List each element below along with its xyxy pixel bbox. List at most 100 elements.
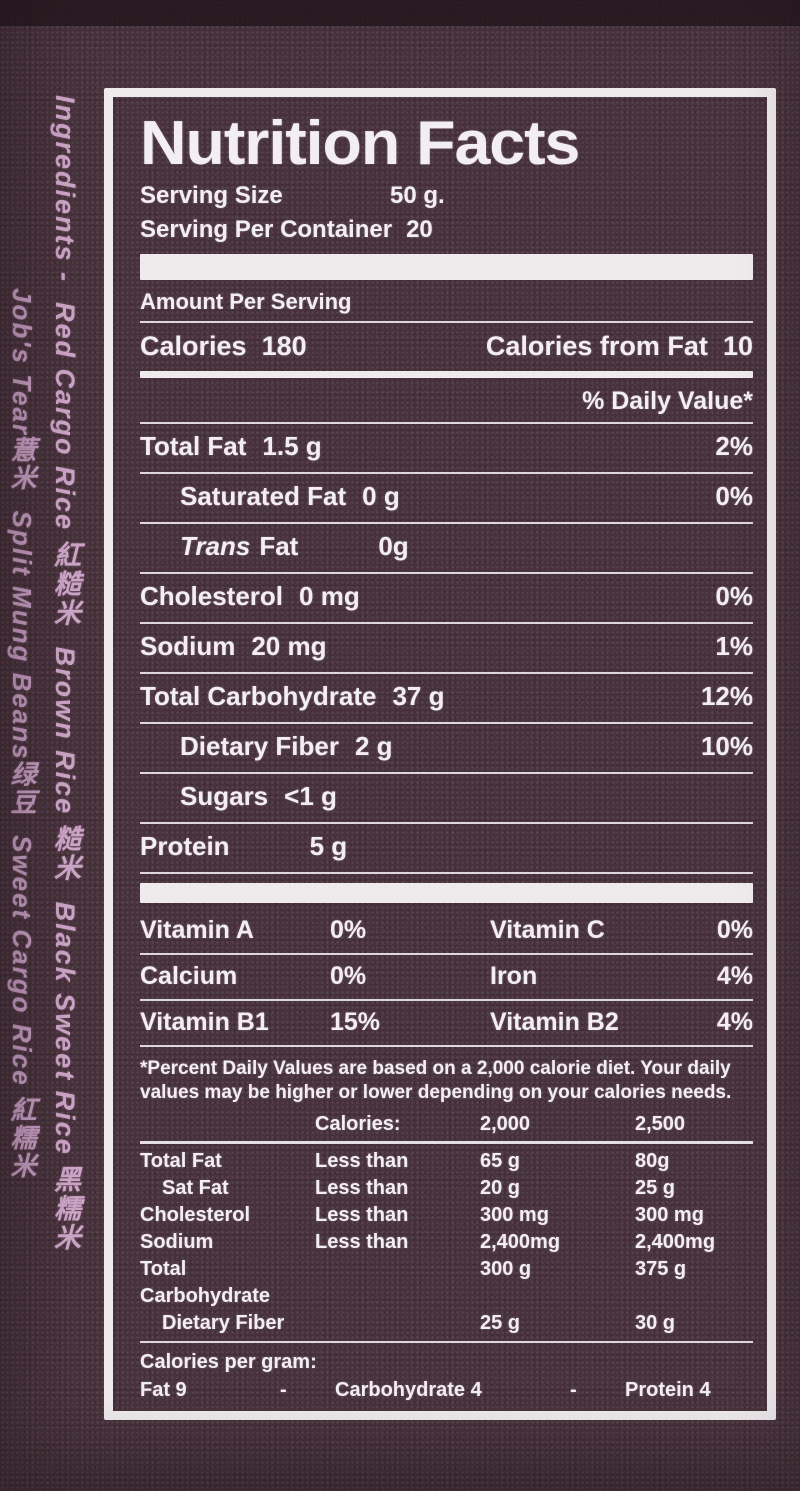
vitamin-right-label: Vitamin C [490, 916, 605, 944]
nutrient-amount: 0 g [362, 481, 400, 511]
nutrient-row-dietary-fiber: Dietary Fiber 2 g 10% [140, 724, 753, 774]
nutrient-daily-value: 0% [715, 581, 753, 611]
nutrient-daily-value: 12% [700, 681, 753, 711]
calories-from-fat-value: 10 [722, 331, 753, 361]
nutrition-facts-label: Nutrition Facts Serving Size 50 g. Servi… [104, 88, 776, 1420]
dv-row-value-2000: 300 mg [480, 1204, 549, 1226]
dv-row-qualifier: Less than [315, 1177, 409, 1199]
dv-table-row-cholesterol: Cholesterol Less than 300 mg 300 mg [140, 1202, 753, 1229]
calories-row: Calories 180 Calories from Fat 10 [140, 323, 753, 371]
dv-table-row-sat-fat: Sat Fat Less than 20 g 25 g [140, 1175, 753, 1202]
nutrient-label: Total Fat [140, 424, 246, 469]
vitamin-left-value: 15% [330, 1008, 381, 1036]
dv-table-row-total-fat: Total Fat Less than 65 g 80g [140, 1148, 753, 1175]
dv-row-qualifier: Less than [315, 1150, 409, 1172]
nutrient-amount: 5 g [309, 831, 348, 861]
nutrient-daily-value: 10% [700, 731, 753, 761]
dv-row-qualifier [315, 1310, 480, 1337]
calories-from-fat: Calories from Fat 10 [486, 323, 753, 369]
dv-row-qualifier: Less than [315, 1204, 409, 1226]
dv-table-bottom-rule [140, 1341, 753, 1343]
nutrient-daily-value: 2% [715, 431, 753, 461]
nutrient-label-text: Total Fat [140, 431, 247, 461]
dv-row-label: Dietary Fiber [162, 1312, 285, 1334]
vitamin-right-label: Vitamin B2 [490, 1008, 619, 1036]
dv-row-label: Total Fat [140, 1150, 222, 1172]
dv-row-value-2000: 20 g [480, 1177, 521, 1199]
vitamin-left-label: Calcium [140, 962, 238, 990]
amount-per-serving-heading: Amount Per Serving [140, 285, 753, 323]
nutrient-row-saturated-fat: Saturated Fat 0 g 0% [140, 474, 753, 524]
nutrient-label: Protein [140, 824, 230, 869]
label-content: Nutrition Facts Serving Size 50 g. Servi… [113, 97, 767, 1411]
dv-table-row-dietary-fiber: Dietary Fiber 25 g 30 g [140, 1310, 753, 1337]
nutrient-amount: 0 mg [299, 581, 360, 611]
vitamin-left-label: Vitamin B1 [140, 1008, 269, 1036]
calories-label: Calories [140, 331, 247, 361]
dv-table-header: Calories: 2,000 2,500 [140, 1109, 753, 1139]
dv-row-value-2500: 2,400mg [635, 1231, 716, 1253]
dv-row-label: Total Carbohydrate [140, 1258, 271, 1307]
dv-table-col-2000: 2,000 [480, 1113, 531, 1135]
nutrient-label: Dietary Fiber [180, 724, 339, 769]
vitamin-right-label: Iron [490, 962, 538, 990]
nutrient-row-total-fat: Total Fat 1.5 g 2% [140, 424, 753, 474]
vitamin-row-calcium-iron: Calcium 0% Iron 4% [140, 955, 753, 1001]
nutrient-label-text: Total Carbohydrate [140, 681, 377, 711]
serving-size-label: Serving Size [140, 182, 283, 209]
calories-from-fat-label: Calories from Fat [485, 331, 708, 361]
nutrient-amount: 1.5 g [262, 431, 322, 461]
dv-row-value-2500: 300 mg [635, 1204, 704, 1226]
dv-row-label: Cholesterol [140, 1204, 251, 1226]
dv-row-value-2500: 375 g [635, 1258, 687, 1280]
separator-bar-thick [140, 254, 753, 280]
nutrient-label-text: Dietary Fiber [180, 731, 339, 761]
nutrient-row-total-carbohydrate: Total Carbohydrate 37 g 12% [140, 674, 753, 724]
nutrient-label: Sugars [180, 774, 268, 819]
nutrient-amount: 20 mg [251, 631, 327, 661]
nutrient-label-text: Saturated Fat [180, 481, 347, 511]
servings-per-container-row: Serving Per Container 20 [140, 213, 753, 247]
cpg-separator: - [570, 1379, 577, 1401]
dv-table-calories-label: Calories: [315, 1113, 401, 1135]
nutrient-label-text: Sugars [180, 781, 269, 811]
dv-row-value-2500: 25 g [635, 1177, 676, 1199]
nutrient-amount: 0g [378, 531, 409, 561]
dv-row-qualifier: Less than [315, 1231, 409, 1253]
serving-size-value: 50 g. [390, 182, 445, 209]
ingredients-vertical-text-line1: Ingredients - Red Cargo Rice 紅糙米 Brown R… [50, 95, 80, 1253]
dv-row-value-2000: 2,400mg [480, 1231, 561, 1253]
calories-value: Calories 180 [140, 323, 307, 369]
nutrient-row-cholesterol: Cholesterol 0 mg 0% [140, 574, 753, 624]
serving-size-row: Serving Size 50 g. [140, 179, 753, 213]
nutrient-label-text: Cholesterol [140, 581, 284, 611]
nutrient-amount: 37 g [392, 681, 445, 711]
dv-row-value-2000: 300 g [480, 1258, 532, 1280]
vitamin-row-a-c: Vitamin A 0% Vitamin C 0% [140, 909, 753, 955]
nutrition-facts-title: Nutrition Facts [140, 109, 580, 178]
dv-row-value-2000: 25 g [480, 1312, 521, 1334]
nutrient-label: Cholesterol [140, 574, 283, 619]
dv-table-col-2500: 2,500 [635, 1113, 686, 1135]
dv-table-row-total-carbohydrate: Total Carbohydrate 300 g 375 g [140, 1256, 753, 1310]
nutrient-label-italic: Trans [180, 531, 251, 561]
nutrient-row-protein: Protein 5 g [140, 824, 753, 874]
separator-bar-thick-2 [140, 883, 753, 903]
dv-row-label: Sat Fat [162, 1177, 229, 1199]
vitamin-left-value: 0% [330, 916, 367, 944]
package-top-shadow [0, 0, 800, 26]
calories-per-gram-heading: Calories per gram: [140, 1351, 317, 1373]
dv-row-value-2000: 65 g [480, 1150, 521, 1172]
cpg-protein: Protein 4 [625, 1379, 711, 1401]
calories-per-gram-row: Fat 9 - Carbohydrate 4 - Protein 4 [140, 1375, 753, 1405]
cpg-separator: - [280, 1379, 287, 1401]
nutrient-row-sugars: Sugars <1 g [140, 774, 753, 824]
nutrient-daily-value: 1% [715, 631, 753, 661]
dv-row-qualifier [315, 1256, 480, 1310]
vitamin-right-value: 4% [716, 962, 753, 990]
vitamin-right-value: 0% [716, 916, 753, 944]
nutrient-label-text: Sodium [140, 631, 236, 661]
nutrient-label: Saturated Fat [180, 474, 346, 519]
calories-number: 180 [261, 331, 307, 361]
